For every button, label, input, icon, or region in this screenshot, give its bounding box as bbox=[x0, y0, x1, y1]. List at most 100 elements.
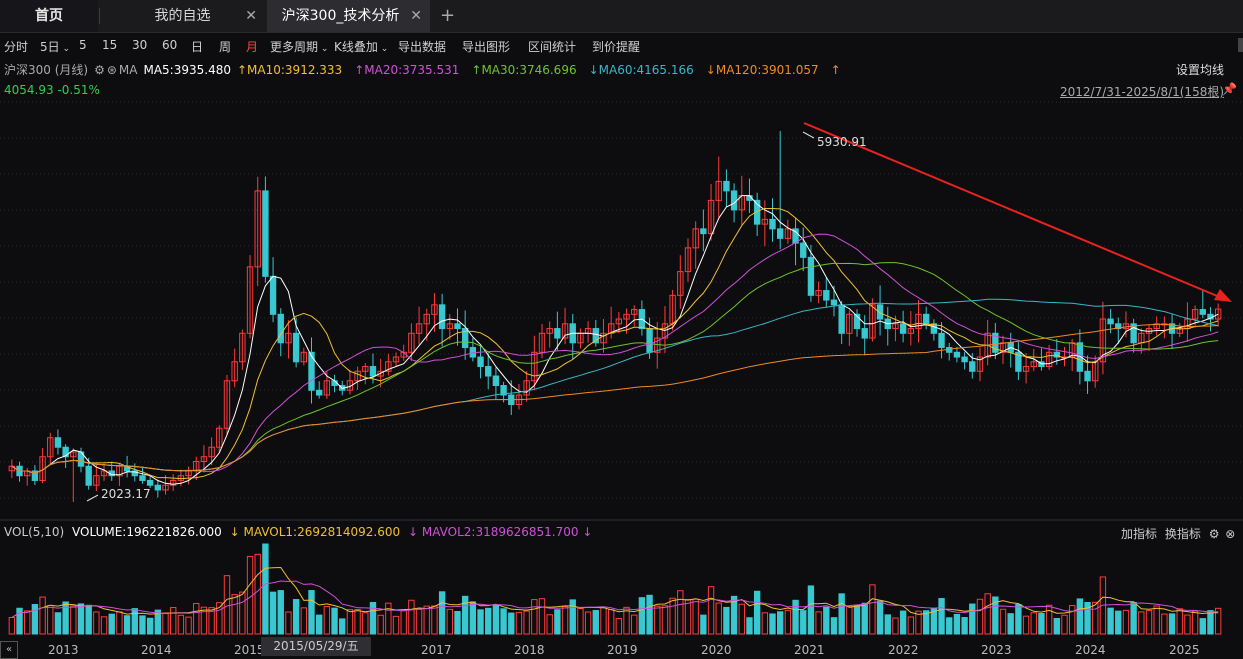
candle-down bbox=[154, 484, 162, 491]
volume-bar-down bbox=[646, 594, 653, 635]
volume-bar-up bbox=[1061, 614, 1068, 635]
volume-bar-up bbox=[715, 602, 722, 635]
chart-title: 沪深300 (月线) bbox=[4, 63, 89, 77]
volume-bar-up bbox=[170, 607, 177, 635]
pin-icon[interactable]: 📌 bbox=[1222, 82, 1237, 96]
period-5day[interactable]: 5日 ⌄ bbox=[40, 40, 71, 54]
volume-bar-up bbox=[1145, 609, 1153, 635]
scroll-left-button[interactable]: « bbox=[0, 641, 18, 659]
close-icon[interactable]: ✕ bbox=[410, 8, 422, 24]
volume-bar-up bbox=[193, 602, 200, 635]
volume-bar-up bbox=[523, 610, 530, 635]
ma-settings-button[interactable]: 设置均线 bbox=[1176, 63, 1225, 77]
volume-bar-up bbox=[892, 617, 899, 635]
ma60-value: ↓MA60:4165.166 bbox=[588, 63, 694, 77]
candle-down bbox=[769, 218, 776, 230]
candle-down bbox=[54, 437, 62, 448]
volume-bar-down bbox=[922, 610, 930, 635]
volume-bar-down bbox=[492, 604, 500, 635]
candle-down bbox=[646, 328, 653, 353]
candle-up bbox=[715, 180, 722, 201]
volume-bar-down bbox=[154, 609, 162, 635]
period-15min[interactable]: 15 bbox=[102, 38, 118, 52]
candle-down bbox=[938, 332, 945, 349]
candle-up bbox=[47, 437, 54, 458]
candle-down bbox=[315, 389, 323, 396]
ma20-line bbox=[11, 233, 1219, 474]
candle-up bbox=[239, 332, 246, 363]
volume-bar-up bbox=[1092, 601, 1099, 635]
candle-up bbox=[431, 304, 438, 315]
period-week[interactable]: 周 bbox=[219, 40, 232, 54]
year-label: 2017 bbox=[421, 643, 452, 657]
volume-bar-down bbox=[700, 614, 707, 635]
volume-bar-up bbox=[231, 594, 238, 635]
volume-bar-up bbox=[408, 599, 415, 635]
switch-indicator-button[interactable]: 换指标 bbox=[1164, 527, 1201, 541]
volume-bar-up bbox=[354, 609, 361, 635]
candle-up bbox=[208, 446, 215, 458]
volume-bar-down bbox=[800, 610, 807, 635]
volume-bar-down bbox=[485, 607, 492, 635]
volume-bar-up bbox=[362, 612, 369, 635]
add-tab-icon[interactable]: + bbox=[440, 5, 456, 26]
candle-down bbox=[269, 275, 277, 315]
tab-watchlist[interactable]: 我的自选 ✕ bbox=[100, 0, 265, 32]
period-timeshare[interactable]: 分时 bbox=[4, 40, 29, 54]
candle-down bbox=[777, 228, 784, 239]
chevron-down-icon: ⌄ bbox=[318, 44, 329, 54]
tab-technical-analysis[interactable]: 沪深300_技术分析 ✕ bbox=[267, 0, 430, 32]
volume-bar-down bbox=[331, 607, 338, 635]
price-alert-button[interactable]: 到价提醒 bbox=[592, 40, 641, 54]
volume-bar-down bbox=[554, 609, 561, 635]
candle-up bbox=[285, 332, 292, 344]
year-label: 2022 bbox=[888, 643, 919, 657]
volume-bar-up bbox=[1214, 607, 1222, 635]
candle-up bbox=[162, 484, 169, 491]
volume-bar-up bbox=[1022, 615, 1030, 635]
close-icon[interactable]: ✕ bbox=[245, 8, 257, 24]
export-graphic-button[interactable]: 导出图形 bbox=[462, 40, 511, 54]
period-month[interactable]: 月 bbox=[246, 40, 259, 54]
toolbar-scroll-handle[interactable] bbox=[1238, 38, 1243, 52]
candle-up bbox=[70, 451, 77, 458]
volume-value: VOLUME:196221826.000 bbox=[72, 525, 222, 539]
eye-icon[interactable]: ⊛ bbox=[106, 63, 117, 77]
gear-icon[interactable]: ⚙ bbox=[94, 63, 105, 77]
period-30min[interactable]: 30 bbox=[132, 38, 148, 52]
ma120-line bbox=[11, 323, 1219, 474]
mavol2-value: ↓ MAVOL2:3189626851.700 ↓ bbox=[407, 525, 593, 539]
interval-stats-button[interactable]: 区间统计 bbox=[528, 40, 577, 54]
candle-up bbox=[531, 351, 538, 382]
kline-overlay-menu[interactable]: K线叠加 ⌄ bbox=[334, 40, 389, 54]
volume-bar-up bbox=[8, 616, 16, 635]
period-5min[interactable]: 5 bbox=[79, 38, 87, 52]
candle-down bbox=[477, 356, 484, 368]
candle-up bbox=[1099, 318, 1107, 363]
gear-icon[interactable]: ⚙ bbox=[1208, 527, 1220, 541]
close-icon[interactable]: ⊗ bbox=[1225, 527, 1236, 541]
volume-bar-down bbox=[1053, 618, 1060, 635]
candle-up bbox=[423, 313, 430, 325]
mavol1-value: ↓ MAVOL1:2692814092.600 bbox=[229, 525, 401, 539]
year-label: 2018 bbox=[514, 643, 545, 657]
volume-bar-down bbox=[769, 613, 776, 635]
more-periods-menu[interactable]: 更多周期 ⌄ bbox=[270, 40, 329, 54]
tab-home[interactable]: 首页 bbox=[0, 0, 98, 32]
date-range[interactable]: 2012/7/31-2025/8/1(158根) bbox=[1060, 85, 1225, 99]
candle-down bbox=[492, 375, 500, 387]
volume-bar-down bbox=[730, 595, 738, 635]
candle-up bbox=[1153, 323, 1160, 330]
volume-bar-down bbox=[1115, 610, 1122, 635]
volume-bar-up bbox=[984, 593, 991, 635]
candle-up bbox=[915, 313, 922, 330]
export-data-button[interactable]: 导出数据 bbox=[398, 40, 447, 54]
candle-down bbox=[807, 256, 815, 296]
volume-bar-down bbox=[31, 604, 39, 635]
volume-bar-up bbox=[208, 607, 215, 635]
period-60min[interactable]: 60 bbox=[162, 38, 178, 52]
period-day[interactable]: 日 bbox=[191, 40, 204, 54]
volume-bar-down bbox=[969, 603, 976, 635]
add-indicator-button[interactable]: 加指标 bbox=[1121, 527, 1158, 541]
